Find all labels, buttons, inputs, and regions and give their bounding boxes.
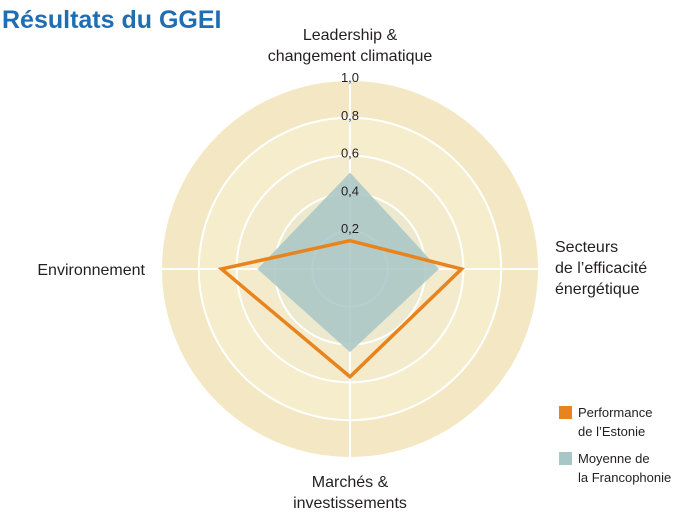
series-shape: [257, 172, 439, 353]
legend-label: Performance de l’Estonie: [578, 405, 652, 439]
r-tick-label: 0,8: [341, 108, 359, 123]
r-tick-label: 0,6: [341, 146, 359, 161]
series-shape: [217, 238, 465, 380]
axis-label: Leadership & changement climatique: [268, 27, 433, 65]
chart-title: Résultats du GGEI: [2, 6, 221, 34]
legend-swatch: [559, 452, 572, 465]
legend-swatch: [559, 406, 572, 419]
axis-label: Environnement: [37, 262, 145, 279]
axis-label: Secteurs de l’efficacité énergétique: [555, 239, 647, 298]
axis-label: Marchés & investissements: [293, 474, 407, 512]
r-tick-label: 1,0: [341, 70, 359, 85]
legend-label: Moyenne de la Francophonie: [578, 451, 671, 485]
r-tick-label: 0,2: [341, 221, 359, 236]
r-tick-label: 0,4: [341, 183, 359, 198]
